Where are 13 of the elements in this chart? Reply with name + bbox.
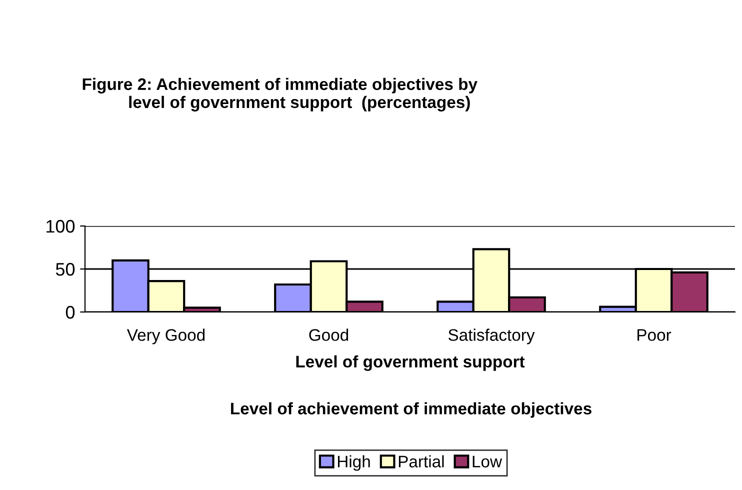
x-tick-label: Poor <box>638 329 672 341</box>
y-tick-label: 0 <box>66 306 75 319</box>
legend-label: Low <box>472 456 502 468</box>
x-axis-title: Level of government support <box>296 355 525 371</box>
y-tick-label: 100 <box>46 220 75 233</box>
x-tick-label: Very Good <box>126 328 205 344</box>
legend-title: Level of achievement of immediate objectives <box>231 402 592 418</box>
legend-label: Partial <box>398 455 444 468</box>
y-tick-label: 50 <box>56 262 75 276</box>
x-tick-label: Good <box>309 328 348 341</box>
chart-title: Figure 2: Achievement of immediate objectives by level of government support (percentages) <box>82 78 478 112</box>
x-tick-label: Satisfactory <box>448 328 535 344</box>
legend-label: High <box>338 455 370 471</box>
